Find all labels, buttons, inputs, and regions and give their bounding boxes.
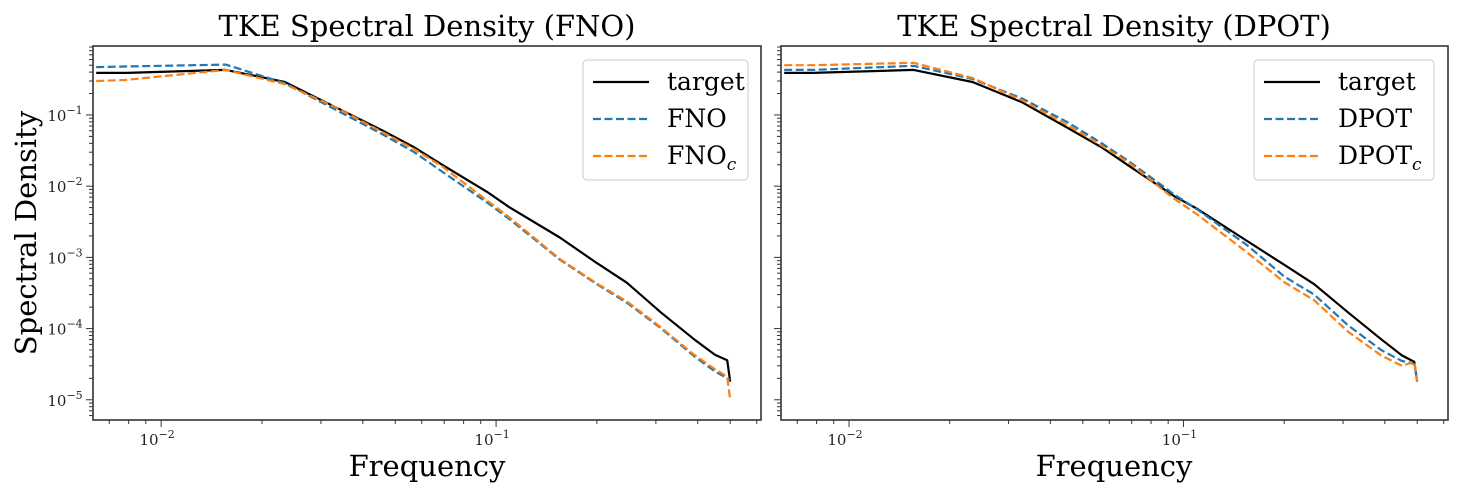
y-tick-exponent: −5	[66, 389, 82, 402]
y-tick-exponent: −3	[66, 246, 82, 259]
panel-dpot: TKE Spectral Density (DPOT) Frequency 10…	[774, 9, 1449, 483]
x-tick-base: 10	[1162, 431, 1181, 449]
chart-title: TKE Spectral Density (DPOT)	[897, 9, 1331, 43]
y-tick-exponent: −1	[66, 104, 82, 117]
y-axis-label: Spectral Density	[9, 110, 43, 355]
y-tick-label: 10−2	[47, 175, 82, 196]
x-tick-label: 10−1	[474, 428, 509, 449]
y-tick-base: 10	[47, 249, 66, 267]
legend-subscript: c	[1412, 155, 1422, 175]
legend-label: FNO	[667, 141, 727, 170]
plot-frame	[780, 45, 1449, 421]
x-tick-label: 10−2	[139, 428, 174, 449]
legend-frame	[582, 59, 749, 181]
legend-label: target	[667, 67, 745, 96]
y-tick-label: 10−5	[47, 389, 82, 410]
x-tick-exponent: −2	[159, 428, 175, 441]
chart-title: TKE Spectral Density (FNO)	[219, 9, 636, 43]
panel-fno: TKE Spectral Density (FNO) Frequency Spe…	[9, 9, 762, 483]
x-tick-label: 10−2	[827, 428, 862, 449]
legend-label: FNO	[667, 104, 727, 133]
x-axis-label: Frequency	[349, 449, 506, 483]
legend-entry: target	[1338, 67, 1416, 96]
legend-entry: FNO	[667, 104, 727, 133]
y-tick-exponent: −4	[66, 318, 82, 331]
legend-entry: target	[667, 67, 745, 96]
series-line-fno-c	[96, 68, 732, 400]
x-tick-base: 10	[474, 431, 493, 449]
plot-frame	[92, 45, 762, 421]
y-tick-exponent: −2	[66, 175, 82, 188]
legend-entry: FNOc	[667, 141, 737, 175]
legend-label: target	[1338, 67, 1416, 96]
series-line-target	[96, 68, 732, 382]
legend-label: DPOT	[1338, 141, 1412, 170]
y-tick-label: 10−1	[47, 104, 82, 125]
legend-frame	[1253, 59, 1435, 181]
series-line-dpot	[784, 64, 1419, 382]
legend-subscript: c	[727, 155, 737, 175]
legend-entry: DPOT	[1338, 104, 1412, 133]
series-line-fno	[96, 63, 731, 381]
y-tick-label: 10−4	[47, 318, 82, 339]
y-tick-label: 10−3	[47, 246, 82, 267]
x-tick-exponent: −1	[1181, 428, 1197, 441]
y-tick-base: 10	[47, 107, 66, 125]
legend-entry: DPOTc	[1338, 141, 1422, 175]
x-tick-label: 10−1	[1162, 428, 1197, 449]
y-tick-base: 10	[47, 392, 66, 410]
y-tick-base: 10	[47, 178, 66, 196]
x-tick-exponent: −2	[846, 428, 862, 441]
legend-label: DPOT	[1338, 104, 1412, 133]
x-tick-exponent: −1	[494, 428, 510, 441]
x-axis-label: Frequency	[1036, 449, 1193, 483]
x-tick-base: 10	[827, 431, 846, 449]
y-tick-base: 10	[47, 321, 66, 339]
series-line-dpot-c	[784, 61, 1419, 382]
x-tick-base: 10	[139, 431, 158, 449]
